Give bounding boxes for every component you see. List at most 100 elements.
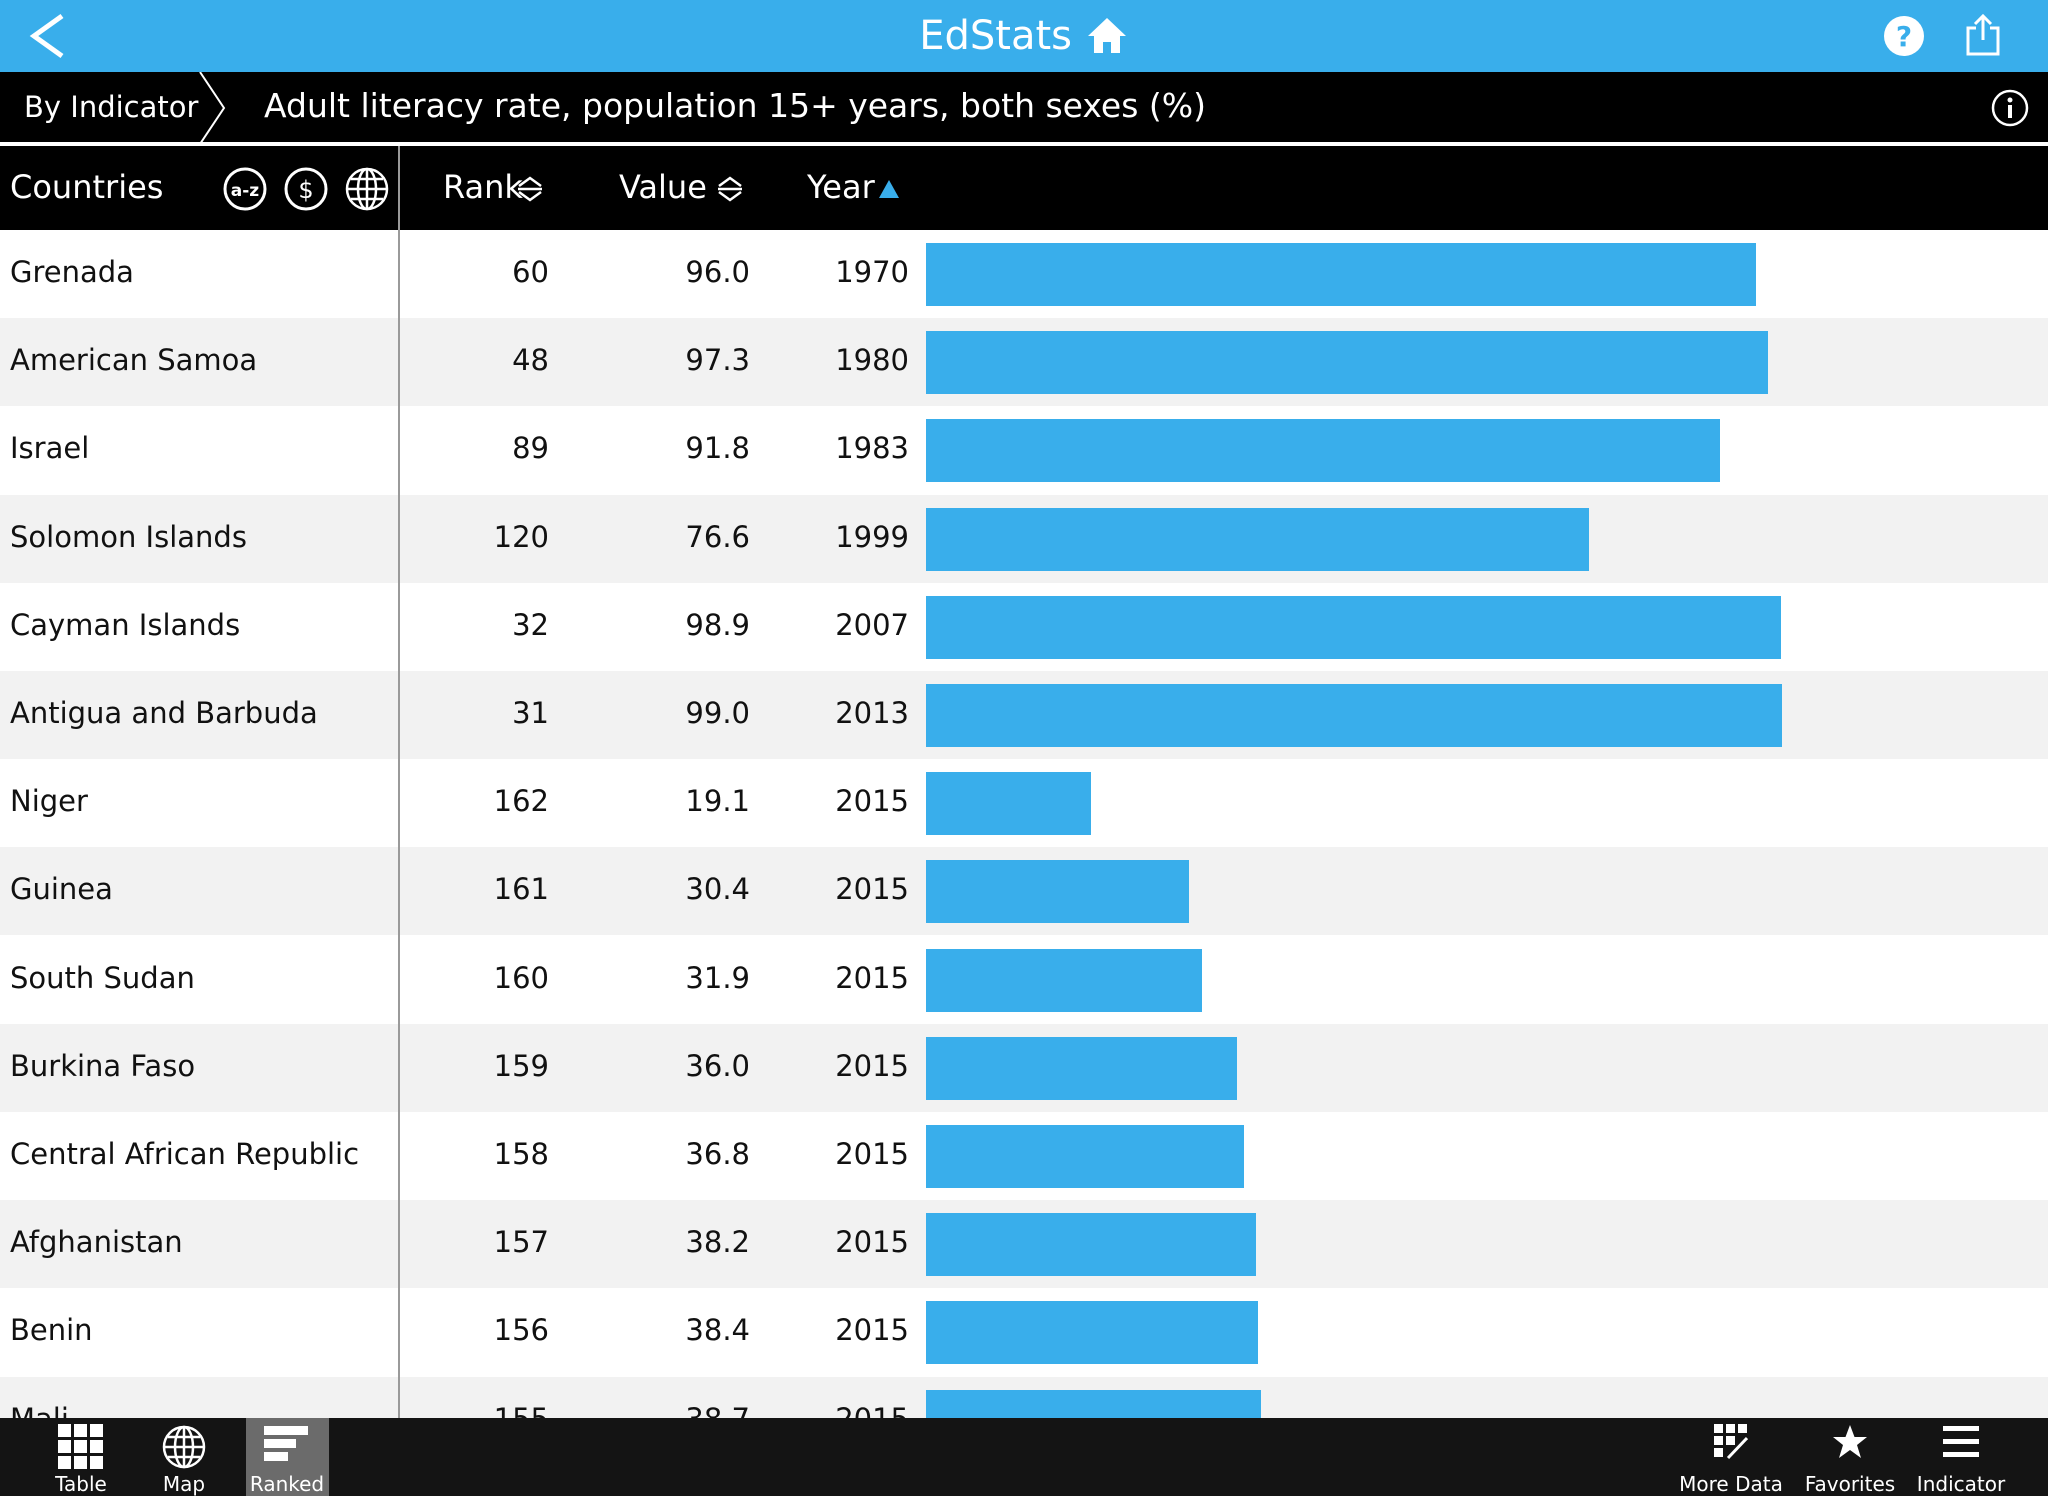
- app-title: EdStats: [0, 14, 2048, 58]
- ranked-icon[interactable]: [264, 1426, 310, 1470]
- value-cell: 19.1: [685, 784, 750, 819]
- filter-income-button[interactable]: $: [283, 166, 329, 212]
- indicator-icon[interactable]: [1943, 1426, 1979, 1460]
- tab-label[interactable]: Table: [55, 1472, 107, 1496]
- value-cell: 30.4: [685, 872, 750, 907]
- rank-cell: 162: [493, 784, 549, 819]
- share-button[interactable]: [1960, 12, 2006, 58]
- table-row[interactable]: Grenada 60 96.0 1970: [0, 230, 2048, 318]
- country-name: Niger: [10, 784, 88, 819]
- info-button[interactable]: [1990, 88, 2030, 128]
- breadcrumb-separator: [199, 72, 226, 144]
- country-name: Guinea: [10, 872, 113, 907]
- value-cell: 38.2: [685, 1225, 750, 1260]
- tab-label[interactable]: Ranked: [249, 1472, 325, 1496]
- table-row[interactable]: Afghanistan 157 38.2 2015: [0, 1200, 2048, 1289]
- table-header: Countries a-z $ Rank Value Year: [0, 146, 2048, 230]
- rank-cell: 159: [493, 1048, 549, 1083]
- table-row[interactable]: Niger 162 19.1 2015: [0, 759, 2048, 848]
- value-bar: [926, 1125, 1245, 1188]
- tab-bar: Table Map Ranked More Data Favorites Ind…: [0, 1418, 2048, 1496]
- value-bar: [926, 419, 1721, 483]
- value-bar: [926, 684, 1783, 747]
- year-cell: 2007: [835, 607, 909, 642]
- svg-text:?: ?: [1896, 20, 1912, 53]
- table-row[interactable]: South Sudan 160 31.9 2015: [0, 935, 2048, 1024]
- tab-label[interactable]: Map: [162, 1472, 206, 1496]
- value-cell: 91.8: [685, 431, 750, 466]
- table-row[interactable]: Guinea 161 30.4 2015: [0, 847, 2048, 936]
- table-row[interactable]: Benin 156 38.4 2015: [0, 1288, 2048, 1377]
- rank-cell: 161: [493, 872, 549, 907]
- breadcrumb-indicator: Adult literacy rate, population 15+ year…: [264, 86, 1207, 125]
- country-name: Afghanistan: [10, 1225, 183, 1260]
- sort-arrows[interactable]: [716, 176, 744, 202]
- table-row[interactable]: American Samoa 48 97.3 1980: [0, 318, 2048, 407]
- favorites-icon[interactable]: [1832, 1424, 1868, 1460]
- table-row[interactable]: Burkina Faso 159 36.0 2015: [0, 1023, 2048, 1112]
- map-icon[interactable]: [161, 1424, 207, 1470]
- value-bar: [926, 772, 1092, 836]
- year-cell: 2015: [835, 784, 909, 819]
- tab-label[interactable]: More Data: [1679, 1472, 1783, 1496]
- table-row[interactable]: Mali 155 38.7 2015: [0, 1376, 2048, 1418]
- rank-cell: 160: [493, 960, 549, 995]
- top-bar: EdStats ?: [0, 0, 2048, 72]
- column-header[interactable]: Value: [619, 168, 707, 206]
- tab-label[interactable]: Favorites: [1804, 1472, 1896, 1496]
- table-row[interactable]: Solomon Islands 120 76.6 1999: [0, 494, 2048, 583]
- tab-label[interactable]: Indicator: [1916, 1472, 2006, 1496]
- rank-cell: 120: [493, 519, 549, 554]
- breadcrumb-bar: By Indicator Adult literacy rate, popula…: [0, 72, 2048, 144]
- year-cell: 2015: [835, 960, 909, 995]
- value-cell: 97.3: [685, 343, 750, 378]
- back-button[interactable]: [22, 10, 72, 62]
- table-row[interactable]: Israel 89 91.8 1983: [0, 406, 2048, 495]
- rank-cell: 48: [512, 343, 549, 378]
- country-name: Mali: [10, 1402, 69, 1418]
- value-cell: 98.9: [685, 607, 750, 642]
- rank-cell: 60: [512, 255, 549, 289]
- value-bar: [926, 948, 1202, 1012]
- year-cell: 1970: [835, 255, 909, 289]
- country-name: Antigua and Barbuda: [10, 696, 318, 730]
- year-cell: 2015: [835, 1313, 909, 1348]
- help-button[interactable]: ?: [1882, 14, 1926, 58]
- rank-cell: 32: [512, 607, 549, 642]
- column-header: Countries: [10, 168, 164, 206]
- column-header[interactable]: Rank: [443, 168, 523, 206]
- table-icon[interactable]: [58, 1424, 104, 1470]
- year-cell: 1983: [835, 431, 909, 466]
- value-cell: 38.7: [685, 1402, 750, 1418]
- column-header[interactable]: Year: [807, 168, 875, 206]
- table-row[interactable]: Antigua and Barbuda 31 99.0 2013: [0, 671, 2048, 759]
- country-name: Benin: [10, 1313, 93, 1348]
- country-name: Burkina Faso: [10, 1048, 196, 1083]
- rank-cell: 157: [493, 1225, 549, 1260]
- year-cell: 2015: [835, 1402, 909, 1418]
- value-bar: [926, 331, 1768, 395]
- country-name: Grenada: [10, 255, 134, 289]
- more-data-icon[interactable]: [1714, 1424, 1748, 1460]
- value-cell: 36.0: [685, 1048, 750, 1083]
- sort-ascending[interactable]: [878, 178, 900, 200]
- value-bar: [926, 1389, 1261, 1418]
- rank-cell: 89: [512, 431, 549, 466]
- value-bar: [926, 507, 1589, 571]
- sort-arrows[interactable]: [516, 176, 544, 202]
- value-cell: 36.8: [685, 1137, 750, 1171]
- value-cell: 38.4: [685, 1313, 750, 1348]
- country-name: Cayman Islands: [10, 607, 241, 642]
- table-row[interactable]: Central African Republic 158 36.8 2015: [0, 1112, 2048, 1200]
- filter-label: $: [298, 176, 313, 204]
- year-cell: 2015: [835, 1225, 909, 1260]
- country-name: South Sudan: [10, 960, 195, 995]
- sort-az-button[interactable]: a-z: [222, 166, 268, 212]
- breadcrumb-section[interactable]: By Indicator: [24, 90, 199, 124]
- rank-cell: 31: [512, 696, 549, 730]
- home-icon[interactable]: [1085, 15, 1129, 55]
- value-bar: [926, 1036, 1238, 1100]
- filter-region-button[interactable]: [344, 166, 390, 212]
- value-bar: [926, 595, 1782, 659]
- table-row[interactable]: Cayman Islands 32 98.9 2007: [0, 582, 2048, 671]
